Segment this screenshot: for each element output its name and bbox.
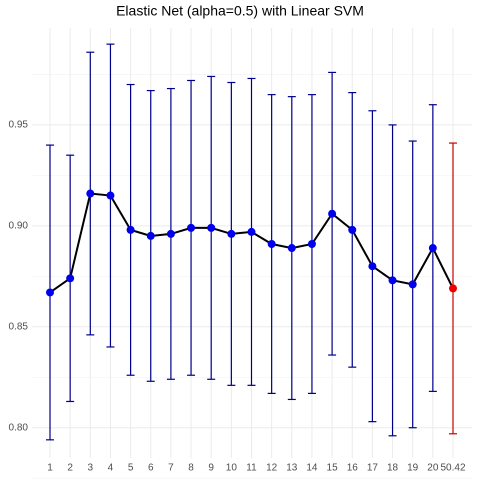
x-tick-label: 17 [367,463,379,474]
y-tick-label: 0.80 [9,422,29,433]
x-tick-label: 8 [188,463,194,474]
point [126,225,135,234]
x-tick-label: 20 [427,463,439,474]
x-tick-label: 15 [327,463,339,474]
y-tick-label: 0.90 [9,220,29,231]
point [247,227,256,236]
point [46,288,54,297]
point [408,280,417,289]
x-tick-label: 4 [108,463,114,474]
point [368,262,377,271]
x-tick-label: 11 [246,463,257,474]
x-tick-label: 5 [128,463,134,474]
point [146,231,155,240]
point [428,244,437,253]
point [348,225,357,234]
x-tick-label: 19 [407,463,419,474]
point [207,223,216,232]
point [66,274,75,283]
x-tick-label: 12 [266,463,278,474]
x-tick-label: 13 [286,463,298,474]
x-tick-label: 14 [306,463,318,474]
point [166,229,175,238]
point [187,223,196,232]
x-tick-label: 6 [148,463,154,474]
point [307,240,316,249]
x-tick-label: 9 [208,463,214,474]
x-tick-label: 7 [168,463,174,474]
x-tick-label: 16 [347,463,359,474]
point [106,191,115,200]
x-tick-label: 2 [67,463,73,474]
x-tick-label: 3 [88,463,94,474]
point [227,229,236,238]
y-tick-label: 0.95 [9,120,29,131]
point [267,240,276,249]
chart-title: Elastic Net (alpha=0.5) with Linear SVM [116,3,364,19]
point [287,244,296,253]
point [86,189,95,198]
point [388,276,397,285]
x-tick-label: 50.42 [440,463,465,474]
x-tick-label: 18 [387,463,399,474]
x-tick-label: 10 [226,463,238,474]
x-tick-label: 1 [47,463,53,474]
point [449,284,457,293]
y-tick-label: 0.85 [9,321,29,332]
point [328,209,337,218]
